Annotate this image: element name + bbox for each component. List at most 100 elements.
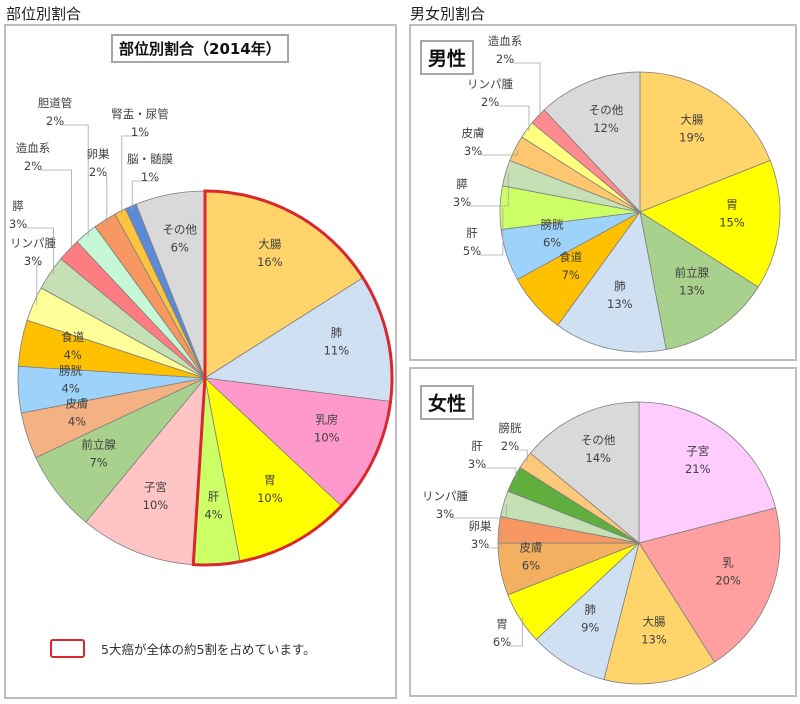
slice-label-site-12: 造血系 xyxy=(16,141,51,155)
slice-label-male-5: 膀胱 xyxy=(541,218,564,232)
slice-value-site-2: 10% xyxy=(314,430,340,444)
slice-value-male-11: 12% xyxy=(593,121,619,135)
slice-value-site-4: 4% xyxy=(204,507,222,521)
leader-line-site-16 xyxy=(131,180,158,210)
leader-line-site-11 xyxy=(26,227,54,275)
slice-label-male-6: 肝 xyxy=(466,226,478,240)
slice-label-site-3: 胃 xyxy=(264,473,276,487)
pie-slice-female-3 xyxy=(535,541,640,681)
slice-value-site-10: 3% xyxy=(24,254,42,268)
leader-line-female-4 xyxy=(510,617,523,647)
slice-label-site-13: 胆道管 xyxy=(38,96,73,110)
slice-value-site-3: 10% xyxy=(257,491,283,505)
slice-label-male-10: 造血系 xyxy=(488,34,523,48)
slice-value-female-6: 3% xyxy=(471,537,489,551)
slice-label-site-6: 前立腺 xyxy=(81,438,116,452)
leader-line-female-6 xyxy=(488,529,502,549)
slice-label-male-9: リンパ腫 xyxy=(467,77,513,91)
slice-value-female-0: 21% xyxy=(685,462,711,476)
leader-line-female-8 xyxy=(485,467,517,481)
slice-label-male-11: その他 xyxy=(589,103,624,117)
slice-value-female-5: 6% xyxy=(522,559,540,573)
section-title-by-site: 部位別割合 xyxy=(6,5,82,23)
slice-value-site-17: 6% xyxy=(171,241,189,255)
slice-value-male-2: 13% xyxy=(679,283,705,297)
slice-value-site-11: 3% xyxy=(9,217,27,231)
slice-value-site-12: 2% xyxy=(24,159,42,173)
slice-value-male-10: 2% xyxy=(496,52,514,66)
slice-label-male-2: 前立腺 xyxy=(675,265,710,279)
slice-label-site-15: 腎盂・尿管 xyxy=(111,107,169,121)
slice-label-female-9: 膀胱 xyxy=(499,421,522,435)
slice-value-site-8: 4% xyxy=(62,381,80,395)
legend-swatch-five-major xyxy=(50,639,85,658)
leader-line-female-7 xyxy=(453,504,507,519)
leader-line-female-9 xyxy=(518,449,528,462)
slice-label-site-16: 脳・髄膜 xyxy=(127,152,173,166)
five-major-cancers-outline xyxy=(191,189,394,567)
slice-label-female-10: その他 xyxy=(581,433,616,447)
slice-value-site-1: 11% xyxy=(324,344,350,358)
leader-line-male-7 xyxy=(470,173,509,207)
slice-value-site-14: 2% xyxy=(89,165,107,179)
leader-line-male-9 xyxy=(498,105,530,132)
section-title-by-sex: 男女別割合 xyxy=(410,5,486,23)
slice-label-site-1: 肺 xyxy=(331,326,343,340)
slice-label-site-2: 乳房 xyxy=(315,412,338,426)
pie-slice-site-5 xyxy=(85,376,206,566)
slice-value-site-15: 1% xyxy=(131,125,149,139)
slice-value-site-13: 2% xyxy=(46,114,64,128)
slice-value-female-9: 2% xyxy=(501,439,519,453)
slice-value-female-7: 3% xyxy=(436,507,454,521)
leader-line-site-10 xyxy=(36,264,41,306)
slice-label-site-17: その他 xyxy=(163,223,198,237)
slice-label-male-4: 食道 xyxy=(559,250,582,264)
leader-line-site-15 xyxy=(121,135,148,215)
slice-value-female-4: 6% xyxy=(493,635,511,649)
chart-title-by-site: 部位別割合（2014年） xyxy=(111,34,289,63)
slice-label-site-0: 大腸 xyxy=(258,237,281,251)
slice-value-male-7: 3% xyxy=(453,195,471,209)
leader-line-male-8 xyxy=(481,149,519,156)
slice-label-female-1: 乳 xyxy=(722,555,734,569)
chart-title-female: 女性 xyxy=(420,385,475,420)
slice-value-site-5: 10% xyxy=(143,498,169,512)
slice-value-site-0: 16% xyxy=(257,255,283,269)
slice-value-female-1: 20% xyxy=(715,573,741,587)
slice-value-female-10: 14% xyxy=(585,451,611,465)
slice-value-male-9: 2% xyxy=(481,95,499,109)
pie-slice-female-2 xyxy=(603,542,716,685)
slice-label-male-3: 肺 xyxy=(614,279,626,293)
pie-slice-female-1 xyxy=(638,507,781,663)
slice-label-female-6: 卵巣 xyxy=(469,519,492,533)
leader-line-site-13 xyxy=(63,124,89,237)
leader-line-male-6 xyxy=(480,207,504,256)
slice-value-male-5: 6% xyxy=(543,236,561,250)
slice-label-male-0: 大腸 xyxy=(680,113,703,127)
slice-value-male-3: 13% xyxy=(607,297,633,311)
slice-label-female-2: 大腸 xyxy=(642,615,665,629)
pie-slice-male-0 xyxy=(639,71,771,213)
slice-value-site-9: 4% xyxy=(64,348,82,362)
slice-value-male-8: 3% xyxy=(464,144,482,158)
slice-value-site-7: 4% xyxy=(68,415,86,429)
pie-slice-male-3 xyxy=(557,211,667,353)
slice-label-female-3: 肺 xyxy=(584,603,596,617)
legend-text: 5大癌が全体の約5割を占めています。 xyxy=(101,642,316,657)
pie-slice-male-11 xyxy=(543,71,641,214)
slice-label-male-8: 皮膚 xyxy=(462,126,485,140)
slice-label-site-4: 肝 xyxy=(208,489,220,503)
slice-value-male-6: 5% xyxy=(463,244,481,258)
slice-value-female-3: 9% xyxy=(581,621,599,635)
slice-label-female-4: 胃 xyxy=(496,617,508,631)
pie-slice-male-2 xyxy=(639,211,759,350)
slice-label-female-7: リンパ腫 xyxy=(422,489,468,503)
legend: 5大癌が全体の約5割を占めています。 xyxy=(50,639,316,658)
slice-value-male-4: 7% xyxy=(562,268,580,282)
chart-title-male: 男性 xyxy=(420,40,475,75)
slice-value-female-8: 3% xyxy=(468,457,486,471)
slice-label-site-7: 皮膚 xyxy=(65,397,88,411)
slice-label-site-14: 卵巣 xyxy=(87,147,110,161)
